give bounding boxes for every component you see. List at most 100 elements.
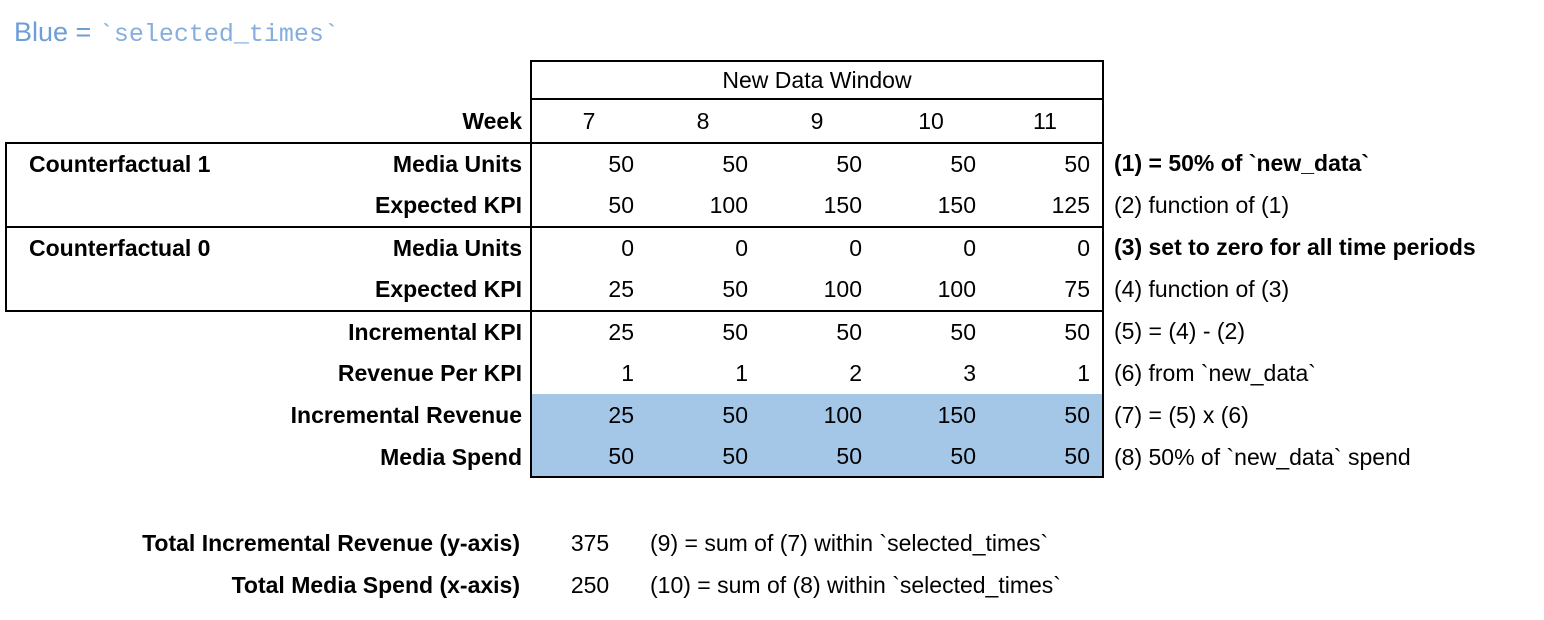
data-cell: 50 xyxy=(608,150,634,177)
data-cell: 50 xyxy=(722,318,748,345)
legend-title-code: `selected_times` xyxy=(98,20,339,49)
totals-section: Total Incremental Revenue (y-axis) 375 (… xyxy=(0,522,1544,606)
row-label: Incremental KPI xyxy=(348,318,522,345)
data-cell: 0 xyxy=(849,234,862,261)
table-row-incremental-kpi: Incremental KPI 25 50 50 50 50 (5) = (4)… xyxy=(0,310,1544,352)
data-cell: 50 xyxy=(608,191,634,218)
total-value: 250 xyxy=(570,571,610,598)
row-label-cell: Expected KPI xyxy=(5,184,530,226)
data-cell-selected: 50 xyxy=(760,442,874,470)
group-label-counterfactual-1: Counterfactual 1 xyxy=(29,150,211,177)
data-cell: 1 xyxy=(1077,359,1090,386)
data-cell: 100 xyxy=(937,275,976,302)
data-cell: 50 xyxy=(1064,318,1090,345)
row-label-cell: Counterfactual 0 Media Units xyxy=(5,226,530,268)
data-band: 50 100 150 150 125 xyxy=(530,184,1104,226)
table-row-incremental-revenue: Incremental Revenue 25 50 100 150 50 (7)… xyxy=(0,394,1544,436)
data-cell: 1 xyxy=(735,359,748,386)
new-data-window-header: New Data Window xyxy=(722,66,912,93)
cell-week-3: 9 xyxy=(810,107,824,134)
row-label: Incremental Revenue xyxy=(290,401,522,428)
data-band: 1 1 2 3 1 xyxy=(530,352,1104,394)
data-band: 25 50 50 50 50 xyxy=(530,310,1104,352)
row-label-cell: Revenue Per KPI xyxy=(5,352,530,394)
data-cell: 50 xyxy=(950,318,976,345)
table-row-expected-kpi-cf0: Expected KPI 25 50 100 100 75 (4) functi… xyxy=(0,268,1544,310)
total-label: Total Incremental Revenue (y-axis) xyxy=(142,529,520,556)
cell-week-2: 8 xyxy=(696,107,710,134)
row-note: (7) = (5) x (6) xyxy=(1114,401,1249,428)
total-note: (10) = sum of (8) within `selected_times… xyxy=(650,571,1061,598)
week-band: 7 8 9 10 11 xyxy=(530,100,1104,142)
legend-title: Blue = `selected_times` xyxy=(0,0,1544,51)
data-cell-selected: 50 xyxy=(874,442,988,470)
note-cell xyxy=(1104,100,1114,142)
week-label-cell: Week xyxy=(5,100,530,142)
row-note: (3) set to zero for all time periods xyxy=(1114,233,1476,260)
new-data-window-row: New Data Window xyxy=(0,60,1544,100)
data-cell: 0 xyxy=(963,234,976,261)
data-cell: 1 xyxy=(621,359,634,386)
data-cell: 125 xyxy=(1051,191,1090,218)
data-cell: 50 xyxy=(836,318,862,345)
data-cell-selected: 50 xyxy=(988,401,1102,429)
data-cell-selected: 50 xyxy=(988,442,1102,470)
data-cell-selected: 50 xyxy=(646,401,760,429)
row-note: (5) = (4) - (2) xyxy=(1114,317,1245,344)
data-band-highlighted: 25 50 100 150 50 xyxy=(530,394,1104,436)
table-row-expected-kpi-cf1: Expected KPI 50 100 150 150 125 (2) func… xyxy=(0,184,1544,226)
row-label: Media Spend xyxy=(380,443,522,470)
data-cell: 25 xyxy=(608,318,634,345)
data-cell-selected: 50 xyxy=(532,442,646,470)
data-cell: 150 xyxy=(823,191,862,218)
cell-week-1: 7 xyxy=(582,107,596,134)
cell-week-4: 10 xyxy=(918,107,944,134)
total-value: 375 xyxy=(570,529,610,556)
row-label: Expected KPI xyxy=(375,275,522,302)
row-label: Revenue Per KPI xyxy=(337,359,522,386)
total-incremental-revenue-row: Total Incremental Revenue (y-axis) 375 (… xyxy=(0,522,1544,564)
data-cell: 0 xyxy=(735,234,748,261)
note-cell xyxy=(1104,60,1114,100)
data-cell: 100 xyxy=(709,191,748,218)
table-row-media-units-cf0: Counterfactual 0 Media Units 0 0 0 0 0 (… xyxy=(0,226,1544,268)
data-cell-selected: 50 xyxy=(646,442,760,470)
data-cell: 50 xyxy=(950,150,976,177)
week-row: Week 7 8 9 10 11 xyxy=(0,100,1544,142)
data-cell: 25 xyxy=(608,275,634,302)
legend-title-prefix: Blue = xyxy=(14,17,99,47)
total-label: Total Media Spend (x-axis) xyxy=(231,571,520,598)
row-label: Expected KPI xyxy=(375,191,522,218)
data-band-highlighted: 50 50 50 50 50 xyxy=(530,436,1104,478)
data-cell: 75 xyxy=(1064,275,1090,302)
data-cell-selected: 100 xyxy=(760,401,874,429)
table-row-revenue-per-kpi: Revenue Per KPI 1 1 2 3 1 (6) from `new_… xyxy=(0,352,1544,394)
cell-week-5: 11 xyxy=(1033,107,1057,134)
row-note: (8) 50% of `new_data` spend xyxy=(1114,443,1411,470)
new-data-window-band: New Data Window xyxy=(530,60,1104,100)
spacer-cell xyxy=(5,60,530,100)
data-cell: 2 xyxy=(849,359,862,386)
row-note: (2) function of (1) xyxy=(1114,191,1290,218)
row-label: Media Units xyxy=(392,150,522,177)
row-label-cell: Incremental Revenue xyxy=(5,394,530,436)
total-note: (9) = sum of (7) within `selected_times` xyxy=(650,529,1049,556)
table-row-media-units-cf1: Counterfactual 1 Media Units 50 50 50 50… xyxy=(0,142,1544,184)
row-label: Media Units xyxy=(392,234,522,261)
row-label-cell: Counterfactual 1 Media Units xyxy=(5,142,530,184)
data-cell: 3 xyxy=(963,359,976,386)
data-band: 25 50 100 100 75 xyxy=(530,268,1104,310)
table-row-media-spend: Media Spend 50 50 50 50 50 (8) 50% of `n… xyxy=(0,436,1544,478)
data-cell: 50 xyxy=(722,275,748,302)
row-label-cell: Incremental KPI xyxy=(5,310,530,352)
data-cell: 50 xyxy=(836,150,862,177)
row-note: (6) from `new_data` xyxy=(1114,359,1316,386)
data-cell: 100 xyxy=(823,275,862,302)
data-cell: 0 xyxy=(621,234,634,261)
total-media-spend-row: Total Media Spend (x-axis) 250 (10) = su… xyxy=(0,564,1544,606)
row-note: (1) = 50% of `new_data` xyxy=(1114,149,1369,176)
week-label: Week xyxy=(462,107,522,134)
counterfactual-table: New Data Window Week 7 8 9 10 11 Counter… xyxy=(0,60,1544,478)
row-label-cell: Expected KPI xyxy=(5,268,530,310)
row-label-cell: Media Spend xyxy=(5,436,530,478)
